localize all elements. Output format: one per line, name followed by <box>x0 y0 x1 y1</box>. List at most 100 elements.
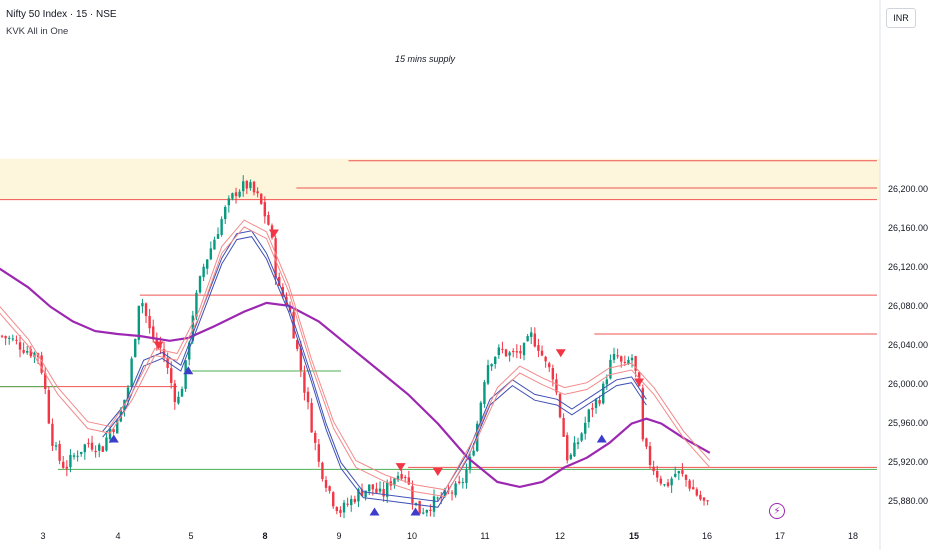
candle-body <box>519 351 522 354</box>
candle-body <box>483 382 486 404</box>
candle-body <box>396 475 400 481</box>
candle-body <box>83 444 87 453</box>
indicator-name[interactable]: KVK All in One <box>6 26 69 37</box>
candle-body <box>602 383 605 404</box>
candle-body <box>4 336 7 339</box>
candle-body <box>112 429 115 433</box>
symbol-title[interactable]: Nifty 50 Index · 15 · NSE <box>6 9 117 20</box>
candle-body <box>98 444 101 451</box>
candle-body <box>490 364 493 367</box>
buy-signal <box>369 507 380 516</box>
candle-body <box>314 432 317 443</box>
candle-body <box>256 191 259 194</box>
candle-body <box>130 358 133 388</box>
candle-body <box>346 503 349 505</box>
sell-signal <box>432 468 443 477</box>
candle-body <box>76 455 79 457</box>
candle-body <box>242 181 245 192</box>
candle-body <box>558 393 562 418</box>
price-tick-label: 26,200.00 <box>888 183 929 194</box>
candle-body <box>350 498 353 506</box>
candle-body <box>677 471 681 474</box>
candle-body <box>436 497 439 499</box>
candle-body <box>47 390 51 424</box>
candle-body <box>598 400 601 404</box>
lightning-icon[interactable]: ⚡ <box>769 503 785 519</box>
candle-body <box>378 488 382 492</box>
candle-body <box>62 461 65 468</box>
candle-body <box>508 352 511 356</box>
candle-body <box>576 442 580 445</box>
sell-signal <box>634 378 644 387</box>
candle-body <box>90 442 94 450</box>
candle-body <box>335 507 339 512</box>
sell-signal <box>153 341 164 350</box>
time-tick-label: 17 <box>774 531 786 541</box>
time-tick-label: 3 <box>40 531 46 541</box>
candle-body <box>33 352 36 357</box>
candle-body <box>627 359 630 364</box>
candle-body <box>141 303 144 307</box>
candle-body <box>501 348 504 350</box>
candle-body <box>216 234 220 239</box>
candle-body <box>555 379 558 393</box>
candle-body <box>666 482 670 487</box>
candle-body <box>512 350 515 353</box>
supply-zone <box>0 158 880 200</box>
buy-signal <box>596 434 607 443</box>
candle-body <box>670 478 673 486</box>
sell-signal <box>555 349 566 358</box>
candle-body <box>72 455 76 457</box>
candle-body <box>65 466 69 469</box>
candle-body <box>659 478 663 484</box>
candle-body <box>188 342 191 360</box>
candle-body <box>584 422 587 434</box>
time-tick-label: 8 <box>262 531 268 541</box>
candle-body <box>494 356 497 364</box>
buy-signal <box>183 366 194 375</box>
candle-body <box>260 193 263 204</box>
candle-body <box>605 379 609 385</box>
candle-body <box>80 451 83 454</box>
candle-body <box>220 219 223 235</box>
currency-button[interactable]: INR <box>886 8 916 28</box>
candle-body <box>573 442 576 457</box>
candle-body <box>569 454 573 459</box>
time-tick-label: 11 <box>480 531 490 541</box>
candle-body <box>634 356 637 371</box>
candle-body <box>443 489 447 497</box>
candle-body <box>562 418 565 437</box>
price-tick-label: 26,040.00 <box>888 339 929 350</box>
candle-body <box>321 462 324 480</box>
candle-body <box>526 336 529 342</box>
candle-body <box>393 478 396 486</box>
candle-body <box>263 202 267 217</box>
candle-body <box>26 351 29 353</box>
candle-body <box>360 489 364 497</box>
candle-body <box>252 181 256 193</box>
candle-body <box>184 360 187 389</box>
candle-body <box>119 410 123 422</box>
candle-body <box>458 481 461 483</box>
candle-body <box>674 473 677 477</box>
candle-body <box>238 191 241 197</box>
candle-body <box>342 502 346 513</box>
candle-body <box>40 355 43 373</box>
candle-body <box>465 469 468 483</box>
candle-body <box>11 338 15 340</box>
candle-body <box>368 484 371 492</box>
candle-body <box>87 442 90 444</box>
candle-body <box>645 438 648 447</box>
candle-body <box>357 489 360 502</box>
candle-body <box>29 349 33 357</box>
candle-body <box>418 500 421 514</box>
candle-body <box>407 477 411 485</box>
candle-body <box>681 470 684 474</box>
candle-body <box>148 315 151 329</box>
candle-body <box>134 339 137 358</box>
time-tick-label: 10 <box>406 531 418 541</box>
candle-body <box>540 350 544 356</box>
candle-body <box>288 305 292 312</box>
